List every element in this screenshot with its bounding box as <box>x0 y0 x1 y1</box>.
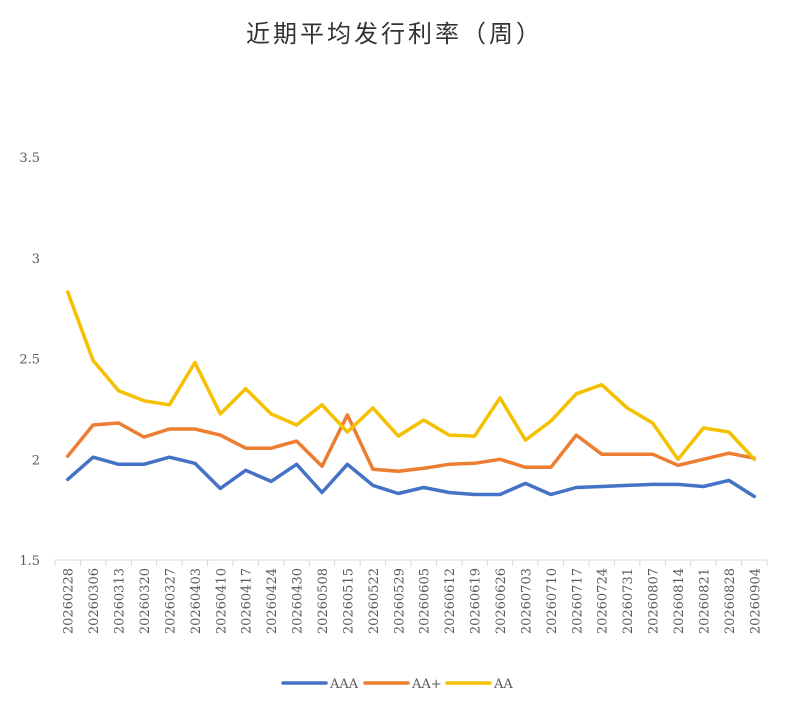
series-line-aa-plus <box>65 413 757 474</box>
y-tick-label: 2 <box>32 453 40 468</box>
x-tick-label: 20260724 <box>596 568 611 634</box>
x-tick-label: 20260605 <box>418 568 433 634</box>
x-tick-label: 20260807 <box>647 568 662 634</box>
x-tick-label: 20260904 <box>748 568 763 634</box>
series-line-aaa <box>65 455 757 499</box>
x-axis-labels: 20260228 20260306 20260313 20260320 20260327… <box>62 568 764 634</box>
x-tick-label: 20260424 <box>265 568 280 634</box>
x-tick-label: 20260821 <box>697 568 712 634</box>
x-tick-label: 20260814 <box>672 568 687 634</box>
x-tick-label: 20260306 <box>87 568 102 634</box>
series-line-aa <box>65 290 757 462</box>
legend-label: AAA <box>329 677 359 692</box>
x-tick-label: 20260717 <box>570 568 585 634</box>
y-tick-label: 2.5 <box>19 353 40 368</box>
x-tick-label: 20260619 <box>469 568 484 634</box>
x-tick-label: 20260313 <box>113 568 128 634</box>
y-axis-ticks: 1.5 2 2.5 3 3.5 <box>19 151 40 569</box>
x-tick-label: 20260403 <box>189 568 204 634</box>
y-tick-label: 1.5 <box>19 554 40 569</box>
x-tick-label: 20260522 <box>367 568 382 634</box>
x-tick-label: 20260327 <box>163 568 178 634</box>
series-lines <box>65 290 757 499</box>
legend-label: AA+ <box>411 677 442 692</box>
y-tick-label: 3.5 <box>19 151 40 166</box>
x-axis-ticks <box>54 560 768 566</box>
x-tick-label: 20260508 <box>316 568 331 634</box>
x-tick-label: 20260626 <box>494 568 509 634</box>
x-tick-label: 20260228 <box>62 568 77 634</box>
x-tick-label: 20260430 <box>291 568 306 634</box>
x-tick-label: 20260703 <box>519 568 534 634</box>
x-tick-label: 20260417 <box>240 568 255 634</box>
legend-label: AA <box>493 677 513 692</box>
y-tick-label: 3 <box>32 252 40 267</box>
chart-title: 近期平均发行利率（周） <box>246 20 543 48</box>
x-tick-label: 20260529 <box>392 568 407 634</box>
x-tick-label: 20260731 <box>621 568 636 634</box>
x-tick-label: 20260410 <box>214 568 229 634</box>
x-tick-label: 20260612 <box>443 568 458 634</box>
x-tick-label: 20260515 <box>341 568 356 634</box>
legend: AAA AA+ AA <box>281 677 513 692</box>
x-tick-label: 20260320 <box>138 568 153 634</box>
x-tick-label: 20260828 <box>723 568 738 634</box>
x-tick-label: 20260710 <box>545 568 560 634</box>
